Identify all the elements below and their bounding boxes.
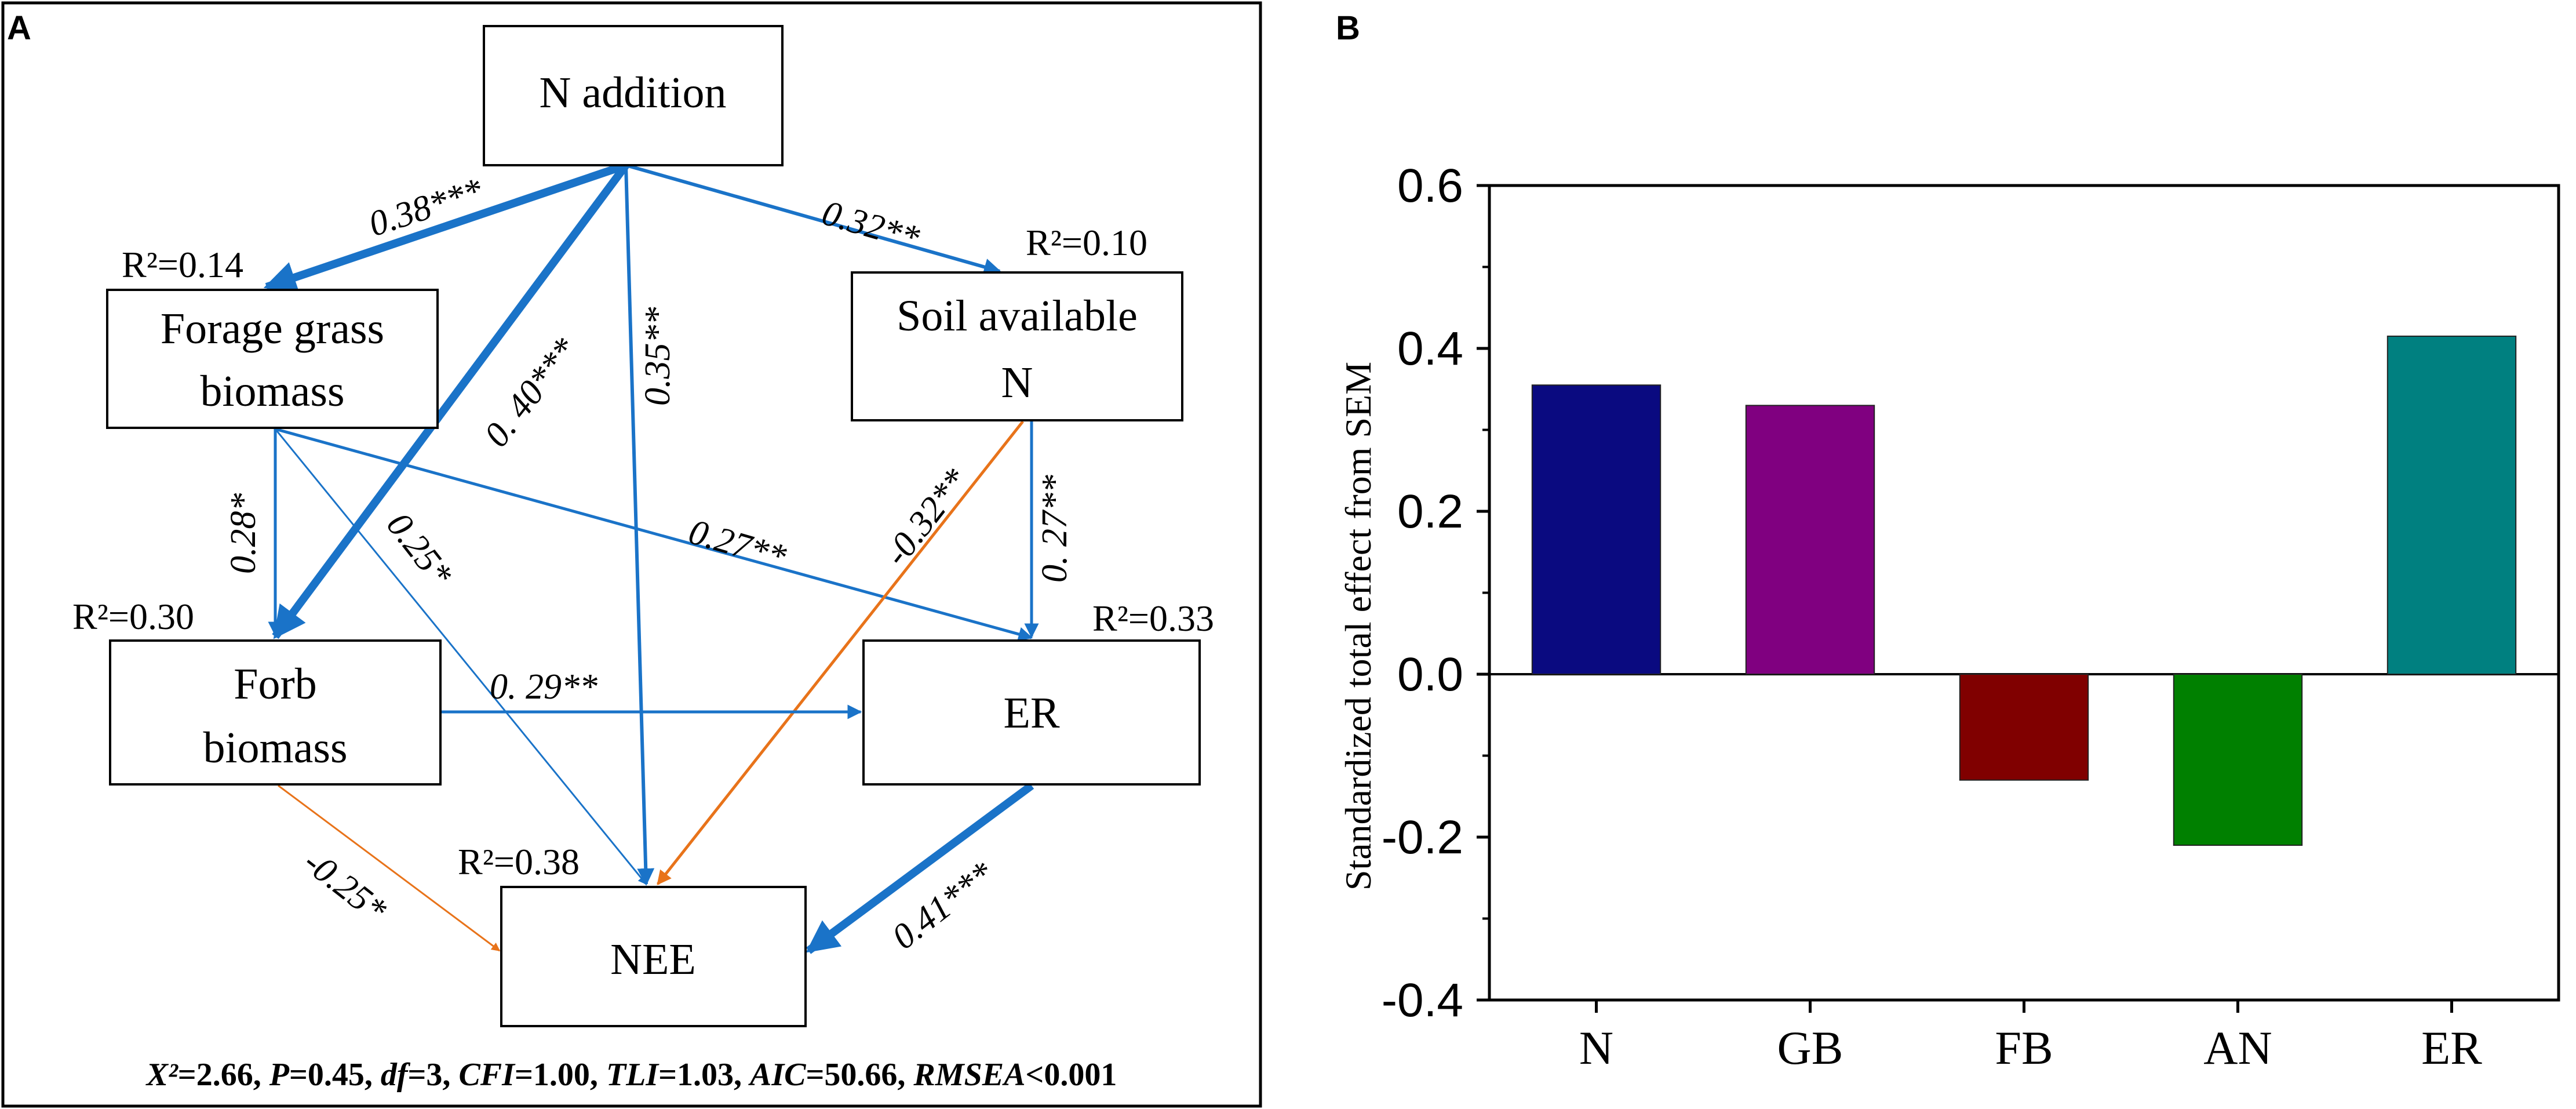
r2-er: R²=0.33 (1092, 598, 1214, 639)
model-fit-stats: X²=2.66, P=0.45, df=3, CFI=1.00, TLI=1.0… (145, 1057, 1117, 1093)
node-label-line2: biomass (200, 367, 344, 416)
panel-b-label: B (1336, 9, 1360, 47)
bar-fb (1959, 674, 2089, 781)
x-tick-label: AN (2203, 1021, 2272, 1074)
node-label-line2: biomass (203, 723, 347, 772)
r2-forb: R²=0.30 (72, 596, 194, 637)
panel-a-label: A (7, 9, 31, 47)
path-arrows (263, 161, 1039, 954)
y-tick-label: 0.2 (1397, 485, 1463, 538)
path-forage-nee (274, 428, 647, 885)
path-soil-nee (657, 420, 1024, 885)
node-label: ER (1003, 689, 1059, 737)
node-label-line1: Soil available (897, 292, 1138, 340)
y-tick-label: 0.4 (1397, 322, 1463, 375)
node-forage-grass-biomass: Forage grass biomass (106, 289, 439, 429)
coef-n-soil: 0.32** (818, 193, 924, 258)
coef-forage-forb: 0.28* (224, 493, 263, 575)
bar-an (2173, 674, 2303, 846)
node-label: NEE (610, 935, 696, 984)
coef-soil-er: 0. 27** (1035, 475, 1074, 583)
node-label-line1: Forb (234, 660, 317, 708)
coef-forb-er: 0. 29** (490, 667, 597, 707)
bar-n (1531, 384, 1662, 675)
node-forb-biomass: Forb biomass (109, 639, 442, 786)
r2-nee: R²=0.38 (458, 841, 580, 882)
bar-er (2386, 335, 2517, 675)
path-forage-er (275, 427, 1033, 642)
coef-n-nee: 0.35** (638, 307, 677, 406)
coef-soil-nee: -0.32** (876, 461, 975, 573)
bar-gb (1745, 405, 1875, 675)
path-n-soil (625, 163, 1001, 276)
x-tick-label: N (1579, 1021, 1613, 1074)
path-forb-nee (278, 784, 501, 952)
node-label-line1: Forage grass (161, 304, 384, 353)
y-tick-label: 0.0 (1397, 648, 1463, 701)
panel-a-frame (1, 1, 1262, 1108)
path-n-forage (263, 161, 628, 293)
y-tick-label: 0.6 (1397, 159, 1463, 212)
coef-forage-er: 0.27** (684, 512, 790, 577)
r2-forage: R²=0.14 (122, 244, 243, 285)
x-tick-label: GB (1777, 1021, 1843, 1074)
node-er: ER (862, 639, 1201, 786)
r2-soil: R²=0.10 (1026, 222, 1147, 263)
x-tick-label: ER (2421, 1021, 2482, 1074)
y-tick-label: -0.4 (1382, 974, 1463, 1027)
node-nee: NEE (500, 886, 807, 1027)
y-tick-label: -0.2 (1382, 811, 1463, 864)
x-tick-label: FB (1995, 1021, 2053, 1074)
node-n-addition: N addition (483, 25, 784, 166)
node-soil-available-n: Soil available N (851, 271, 1183, 421)
y-axis-label: Standardized total effect from SEM (1338, 362, 1379, 890)
bar-chart-b: 0.6 0.4 0.2 0.0 -0.2 -0.4 N GB FB AN ER (1382, 159, 2560, 1074)
path-n-forb (272, 162, 629, 639)
coef-forb-nee: -0.25* (296, 842, 393, 930)
coef-forage-nee: 0.25* (379, 506, 460, 594)
node-label-line2: N (1001, 358, 1033, 407)
path-n-nee (624, 165, 655, 886)
path-er-nee (806, 782, 1034, 954)
node-label: N addition (540, 68, 727, 117)
coef-er-nee: 0.41*** (885, 854, 1001, 957)
